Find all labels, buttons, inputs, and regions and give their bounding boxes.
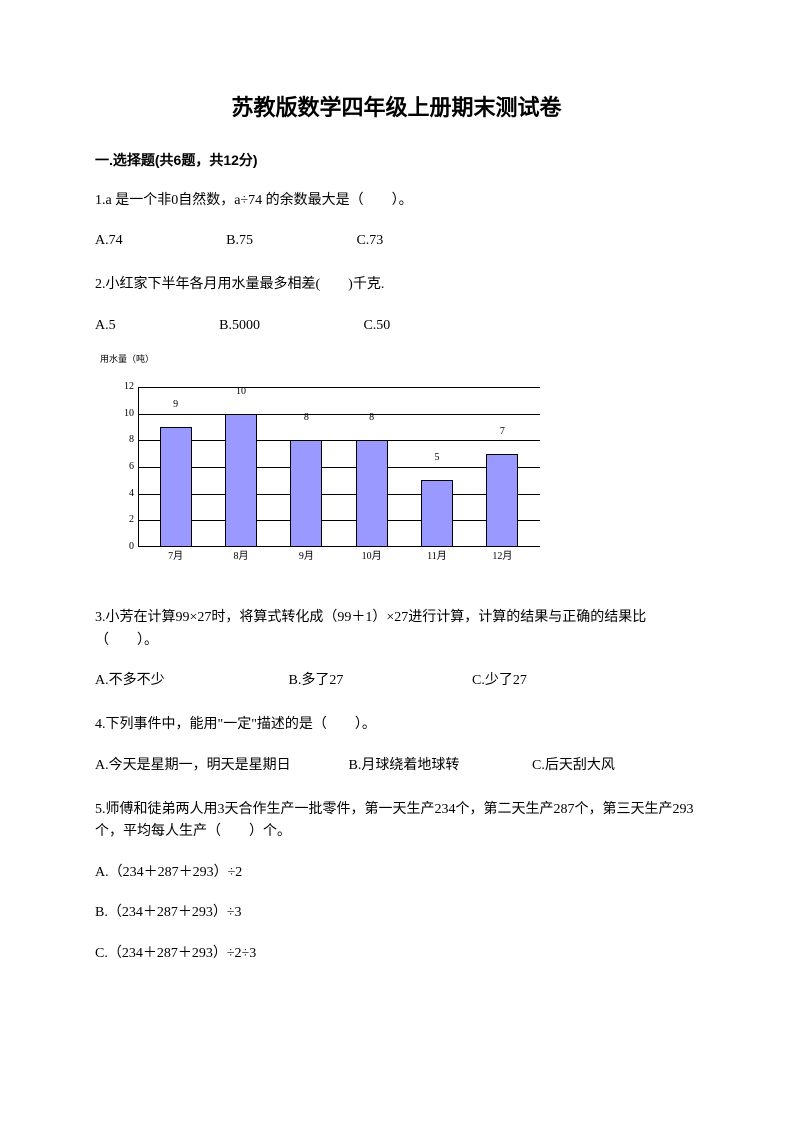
chart-y-tick: 6 (118, 459, 134, 475)
chart-gridline (138, 440, 540, 441)
q4-option-c: C.后天刮大风 (532, 758, 615, 773)
chart-gridline (138, 414, 540, 415)
q1-option-b: B.75 (226, 230, 253, 252)
question-3: 3.小芳在计算99×27时，将算式转化成（99＋1）×27进行计算，计算的结果与… (95, 607, 698, 652)
chart-bar (356, 440, 388, 547)
chart-x-tick: 10月 (347, 549, 397, 565)
chart-bar (486, 454, 518, 547)
chart-x-tick: 8月 (216, 549, 266, 565)
q2-option-a: A.5 (95, 315, 116, 337)
question-4-options: A.今天是星期一，明天是星期日 B.月球绕着地球转 C.后天刮大风 (95, 755, 698, 777)
chart-y-axis (138, 387, 139, 547)
q3-option-a: A.不多不少 (95, 670, 285, 692)
chart-bar-value: 8 (290, 410, 322, 426)
chart-bar-value: 9 (160, 397, 192, 413)
question-1-options: A.74 B.75 C.73 (95, 230, 698, 252)
chart-gridline (138, 520, 540, 521)
chart-y-tick: 0 (118, 539, 134, 555)
chart-bar-value: 10 (225, 384, 257, 400)
q5-option-a: A.（234＋287＋293）÷2 (95, 862, 698, 884)
chart-bar (225, 414, 257, 547)
q5-option-c: C.（234＋287＋293）÷2÷3 (95, 943, 698, 965)
q3-option-b: B.多了27 (289, 670, 469, 692)
chart-bar-value: 5 (421, 450, 453, 466)
chart-y-tick: 10 (118, 406, 134, 422)
chart-bar (290, 440, 322, 547)
chart-bar-value: 8 (356, 410, 388, 426)
q1-option-c: C.73 (356, 230, 383, 252)
chart-x-tick: 11月 (412, 549, 462, 565)
chart-y-tick: 8 (118, 432, 134, 448)
chart-y-tick: 12 (118, 379, 134, 395)
q2-option-c: C.50 (363, 315, 390, 337)
question-5: 5.师傅和徒弟两人用3天合作生产一批零件，第一天生产234个，第二天生产287个… (95, 799, 698, 844)
chart-bar (421, 480, 453, 547)
chart-gridline (138, 467, 540, 468)
question-2: 2.小红家下半年各月用水量最多相差( )千克. (95, 274, 698, 296)
chart-bar (160, 427, 192, 547)
chart-x-axis (138, 546, 540, 547)
question-3-options: A.不多不少 B.多了27 C.少了27 (95, 670, 698, 692)
q4-option-a: A.今天是星期一，明天是星期日 (95, 755, 345, 777)
page-title: 苏教版数学四年级上册期末测试卷 (95, 90, 698, 125)
question-2-options: A.5 B.5000 C.50 (95, 315, 698, 337)
chart-y-label: 用水量（吨） (100, 352, 154, 366)
chart-gridline (138, 494, 540, 495)
q1-option-a: A.74 (95, 230, 123, 252)
section-header: 一.选择题(共6题，共12分) (95, 149, 698, 171)
chart-gridline (138, 387, 540, 388)
chart-x-tick: 12月 (477, 549, 527, 565)
q4-option-b: B.月球绕着地球转 (349, 755, 529, 777)
chart-x-tick: 9月 (281, 549, 331, 565)
chart-y-tick: 4 (118, 486, 134, 502)
q5-option-b: B.（234＋287＋293）÷3 (95, 902, 698, 924)
question-5-options: A.（234＋287＋293）÷2 B.（234＋287＋293）÷3 C.（2… (95, 862, 698, 965)
chart-y-tick: 2 (118, 512, 134, 528)
q2-option-b: B.5000 (219, 315, 260, 337)
water-usage-chart: 用水量（吨） 02468101297月108月89月810月511月712月 (95, 367, 698, 567)
chart-bar-value: 7 (486, 424, 518, 440)
chart-x-tick: 7月 (151, 549, 201, 565)
question-4: 4.下列事件中，能用"一定"描述的是（ ）。 (95, 714, 698, 736)
question-1: 1.a 是一个非0自然数，a÷74 的余数最大是（ ）。 (95, 190, 698, 212)
q3-option-c: C.少了27 (472, 670, 592, 692)
